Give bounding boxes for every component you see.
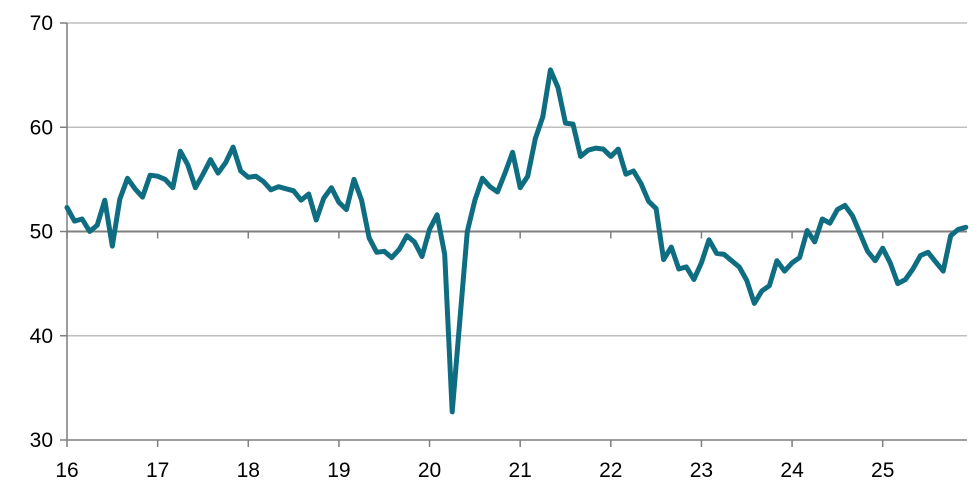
reference-line-layer — [66, 230, 967, 239]
y-tick-label-50: 50 — [30, 221, 53, 244]
series-layer — [64, 67, 969, 415]
x-tick-label-24: 24 — [780, 459, 804, 482]
y-tick-label-40: 40 — [30, 325, 53, 348]
y-tick-label-30: 30 — [30, 429, 53, 452]
y-tick-label-60: 60 — [30, 116, 53, 139]
series-line-index — [64, 67, 969, 415]
y-tick-labels: 30 40 50 60 70 — [30, 12, 53, 452]
x-tick-label-18: 18 — [237, 459, 260, 482]
x-tick-label-17: 17 — [146, 459, 169, 482]
x-tick-labels: 16 17 18 19 20 21 22 23 24 25 — [55, 459, 894, 482]
x-tick-label-22: 22 — [599, 459, 622, 482]
axes — [60, 22, 967, 447]
x-tick-label-19: 19 — [327, 459, 350, 482]
y-tick-label-70: 70 — [30, 12, 53, 35]
x-tick-label-16: 16 — [55, 459, 78, 482]
x-tick-label-21: 21 — [508, 459, 531, 482]
x-tick-label-20: 20 — [418, 459, 441, 482]
x-tick-label-23: 23 — [690, 459, 713, 482]
x-tick-label-25: 25 — [871, 459, 894, 482]
